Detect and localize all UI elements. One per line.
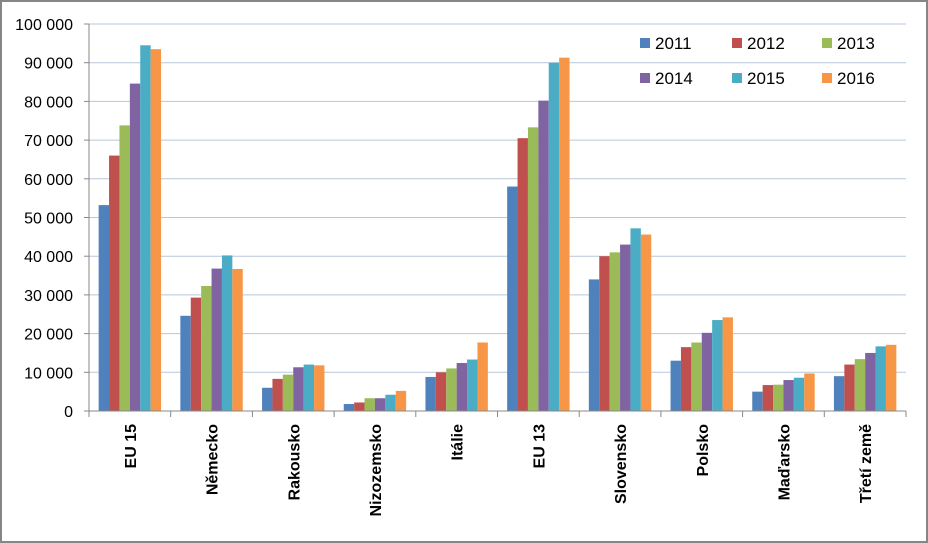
legend-label: 2013 — [837, 34, 875, 53]
y-tick-label: 100 000 — [15, 17, 73, 34]
bar — [272, 378, 283, 411]
bar — [374, 398, 386, 411]
x-category-label: Polsko — [695, 424, 712, 477]
x-category-labels: EU 15 Německo Rakousko Nizozemsko Itálie EU 1… — [123, 424, 875, 517]
x-category-label: Itálie — [450, 424, 467, 461]
y-tick-label: 60 000 — [24, 172, 73, 189]
x-category-label: Nizozemsko — [368, 424, 385, 517]
bar — [609, 252, 621, 411]
bar — [98, 205, 110, 411]
bar — [559, 57, 570, 411]
bar — [435, 372, 447, 411]
x-category-label: EU 15 — [123, 424, 140, 469]
bar — [282, 374, 294, 411]
bar — [773, 384, 784, 411]
bar — [833, 376, 845, 411]
legend-label: 2011 — [655, 34, 692, 53]
bar — [885, 344, 897, 411]
legend-label: 2016 — [837, 69, 875, 88]
x-category-label: Německo — [205, 424, 222, 495]
legend-swatch — [640, 73, 650, 83]
x-category-label: Slovensko — [613, 424, 630, 504]
bar — [190, 297, 202, 411]
y-tick-label: 70 000 — [24, 133, 73, 150]
bar — [221, 255, 233, 411]
bar — [599, 256, 610, 411]
bar — [752, 391, 763, 411]
x-category-label: Rakousko — [286, 424, 303, 501]
legend-label: 2012 — [747, 34, 785, 53]
bar — [456, 363, 468, 411]
y-tick-label: 30 000 — [24, 288, 73, 305]
y-tick-label: 50 000 — [24, 211, 73, 228]
bar — [548, 62, 560, 411]
bar — [701, 332, 713, 411]
legend-label: 2014 — [655, 69, 693, 88]
y-tick-labels: 0 10 000 20 000 30 000 40 000 50 000 60 000 70 … — [15, 17, 73, 421]
y-tick-label: 40 000 — [24, 249, 73, 266]
bar — [507, 186, 518, 411]
bar — [109, 155, 120, 411]
bar — [477, 342, 488, 411]
bar — [783, 380, 794, 411]
x-category-label: EU 13 — [531, 424, 548, 469]
bar — [395, 390, 407, 411]
bar — [630, 228, 641, 411]
bar — [262, 387, 273, 411]
bar — [691, 342, 702, 411]
bar — [140, 45, 151, 411]
y-tick-label: 10 000 — [24, 365, 73, 382]
bar — [354, 402, 365, 411]
axes — [88, 24, 907, 417]
bar — [119, 125, 130, 412]
bar — [762, 385, 774, 411]
bar — [303, 364, 315, 411]
bar — [844, 364, 855, 411]
y-tick-label: 0 — [64, 404, 73, 421]
bar — [425, 376, 436, 411]
bars — [98, 45, 897, 412]
y-tick-label: 80 000 — [24, 94, 73, 111]
bar — [588, 279, 600, 411]
bar — [538, 100, 549, 411]
bar — [670, 360, 681, 411]
bar — [364, 398, 375, 411]
bar — [804, 373, 815, 411]
bar — [232, 268, 243, 411]
bar — [875, 346, 886, 411]
bar — [620, 244, 631, 411]
legend-label: 2015 — [747, 69, 785, 88]
bar — [517, 138, 528, 412]
y-tick-label: 20 000 — [24, 327, 73, 344]
bar — [180, 315, 191, 411]
bar — [150, 49, 162, 411]
bar — [640, 234, 652, 411]
bar — [446, 368, 457, 411]
bar — [211, 268, 222, 411]
bar — [854, 359, 866, 411]
y-tick-label: 90 000 — [24, 56, 73, 73]
bar — [712, 320, 723, 411]
bar — [865, 352, 876, 411]
bar — [467, 359, 478, 411]
legend-swatch — [732, 73, 742, 83]
bar — [793, 377, 805, 411]
bar — [314, 365, 325, 411]
legend-swatch — [822, 73, 832, 83]
bar — [201, 285, 212, 411]
bar — [293, 367, 304, 411]
legend: 2011 2012 2013 2014 2015 2016 — [640, 34, 875, 88]
bar — [385, 394, 396, 411]
bar — [680, 347, 692, 411]
x-category-label: Maďarsko — [776, 424, 793, 501]
bar — [722, 317, 733, 411]
legend-swatch — [732, 38, 742, 48]
bar — [527, 127, 539, 411]
bar — [343, 404, 355, 411]
legend-swatch — [640, 38, 650, 48]
legend-swatch — [822, 38, 832, 48]
bar — [129, 83, 141, 412]
x-category-label: Třetí země — [858, 424, 875, 503]
